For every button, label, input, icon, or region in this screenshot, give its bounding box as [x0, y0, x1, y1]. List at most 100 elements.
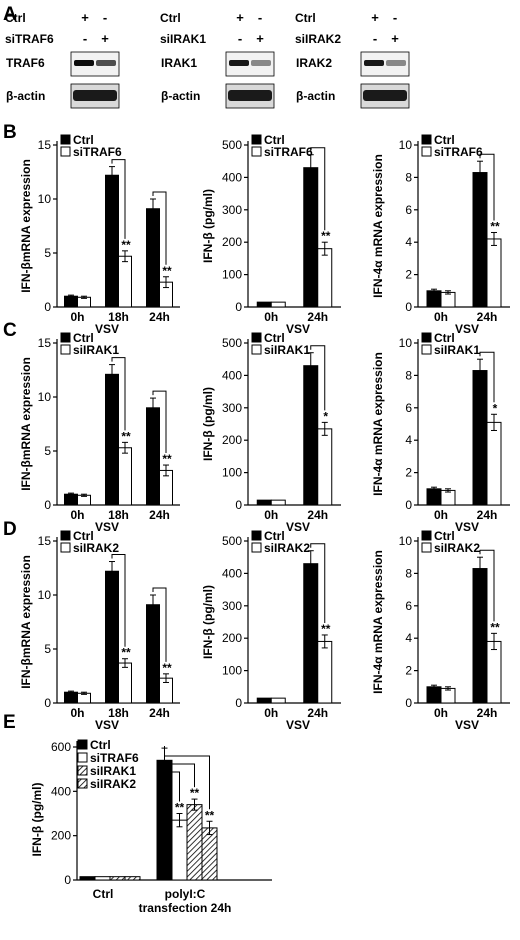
y-tick-label: 100	[222, 466, 242, 480]
x-tick-label: 0h	[264, 310, 278, 324]
bar-ctrl	[426, 686, 442, 704]
band-si	[251, 60, 271, 66]
y-tick-label: 100	[222, 664, 242, 678]
blot-ctrl-label: Ctrl	[295, 11, 316, 25]
blot-loading-label: β-actin	[296, 89, 335, 103]
bar-ctrl	[426, 290, 442, 308]
bar-si	[317, 248, 333, 308]
x-tick-label: 0h	[264, 508, 278, 522]
bar-ctrl	[105, 174, 119, 308]
significance-mark: **	[162, 452, 172, 466]
chart-c-2: 0 100 200 300 400 500 IFN-β (pg/ml) 0h 24h * VSV Ct…	[201, 331, 341, 534]
lane-sign: -	[83, 31, 87, 46]
bar-si	[440, 489, 456, 506]
y-tick-label: 300	[222, 599, 242, 613]
legend-swatch	[251, 542, 262, 553]
y-tick-label: 10	[399, 534, 413, 548]
legend-label: siIRAK2	[434, 541, 480, 555]
x-tick-label: 24h	[307, 706, 328, 720]
panel-label-d: D	[3, 519, 17, 540]
y-tick-label: 0	[44, 696, 51, 710]
bar-ctrl	[472, 370, 488, 506]
x-tick-label: 24h	[149, 706, 170, 720]
legend-label: siIRAK2	[73, 541, 119, 555]
y-tick-label: 8	[405, 566, 412, 580]
x-tick-label: transfection 24h	[139, 901, 232, 915]
bar-ctrl	[256, 499, 272, 506]
y-tick-label: 0	[44, 300, 51, 314]
x-tick-label: polyI:C	[165, 887, 206, 901]
y-tick-label: 15	[38, 336, 52, 350]
bar-si	[270, 499, 286, 506]
lane-sign: +	[236, 10, 244, 25]
bar-ctrl	[256, 697, 272, 704]
legend-label: Ctrl	[264, 529, 285, 543]
chart-d-2: 0 100 200 300 400 500 IFN-β (pg/ml) 0h 24h ** VSV C…	[201, 529, 341, 732]
legend-label: Ctrl	[434, 331, 455, 345]
legend-swatch	[251, 146, 262, 157]
significance-mark: **	[190, 786, 200, 800]
y-tick-label: 15	[38, 534, 52, 548]
chart-d-3: 0 2 4 6 8 10 IFN-4α mRNA expression 0h 24h ** VSV C…	[371, 529, 510, 732]
blot-si-label: siIRAK2	[295, 32, 341, 46]
legend-swatch	[251, 344, 262, 355]
significance-bracket	[111, 554, 126, 647]
significance-mark: **	[162, 661, 172, 675]
significance-bracket	[111, 159, 126, 239]
y-tick-label: 6	[405, 401, 412, 415]
bar-si	[486, 238, 502, 308]
bar-sitraf6	[171, 819, 188, 881]
blot-target-label: IRAK1	[161, 56, 197, 70]
x-tick-label: 0h	[434, 508, 448, 522]
lane-sign: -	[103, 10, 107, 25]
significance-bracket	[152, 390, 167, 454]
vsv-label: VSV	[95, 322, 119, 336]
y-tick-label: 400	[222, 170, 242, 184]
bar-ctrl	[256, 301, 272, 308]
significance-mark: **	[121, 238, 131, 252]
significance-bracket	[479, 351, 495, 403]
bar-ctrl	[426, 488, 442, 506]
y-tick-label: 8	[405, 368, 412, 382]
legend-label: siIRAK1	[73, 343, 119, 357]
y-axis-label: IFN-β (pg/ml)	[201, 585, 215, 659]
y-axis-label: IFN-4α mRNA expression	[371, 352, 385, 496]
legend-swatch	[77, 752, 88, 763]
bar-siirak2	[201, 827, 218, 881]
y-tick-label: 400	[222, 368, 242, 382]
legend-label: siTRAF6	[73, 145, 122, 159]
vsv-label: VSV	[455, 718, 479, 732]
blot-box-target	[225, 51, 275, 77]
bar-si	[118, 255, 132, 308]
legend-label: siIRAK1	[90, 764, 136, 778]
x-tick-label: 24h	[149, 310, 170, 324]
band-actin	[363, 90, 407, 101]
x-tick-label: 0h	[70, 310, 84, 324]
legend-label: siIRAK1	[264, 343, 310, 357]
band-actin	[228, 90, 272, 101]
bar-ctrl	[64, 295, 78, 308]
y-tick-label: 10	[38, 390, 52, 404]
y-tick-label: 8	[405, 170, 412, 184]
bar-siirak1	[109, 876, 126, 881]
bar-ctrl	[105, 373, 119, 506]
bar-ctrl	[303, 167, 319, 308]
chart-b-2: 0 100 200 300 400 500 IFN-β (pg/ml) 0h 24h ** VSV C…	[201, 133, 341, 336]
legend-label: Ctrl	[73, 331, 94, 345]
vsv-label: VSV	[286, 322, 310, 336]
lane-sign: -	[258, 10, 262, 25]
lane-sign: +	[371, 10, 379, 25]
lane-sign: +	[256, 31, 264, 46]
y-tick-label: 0	[44, 498, 51, 512]
y-tick-label: 5	[44, 444, 51, 458]
x-tick-label: 0h	[434, 310, 448, 324]
legend-label: siIRAK2	[90, 777, 136, 791]
y-axis-label: IFN-4α mRNA expression	[371, 550, 385, 694]
lane-sign: -	[393, 10, 397, 25]
legend-swatch	[421, 542, 432, 553]
bar-siirak2	[124, 876, 141, 881]
y-tick-label: 6	[405, 599, 412, 613]
